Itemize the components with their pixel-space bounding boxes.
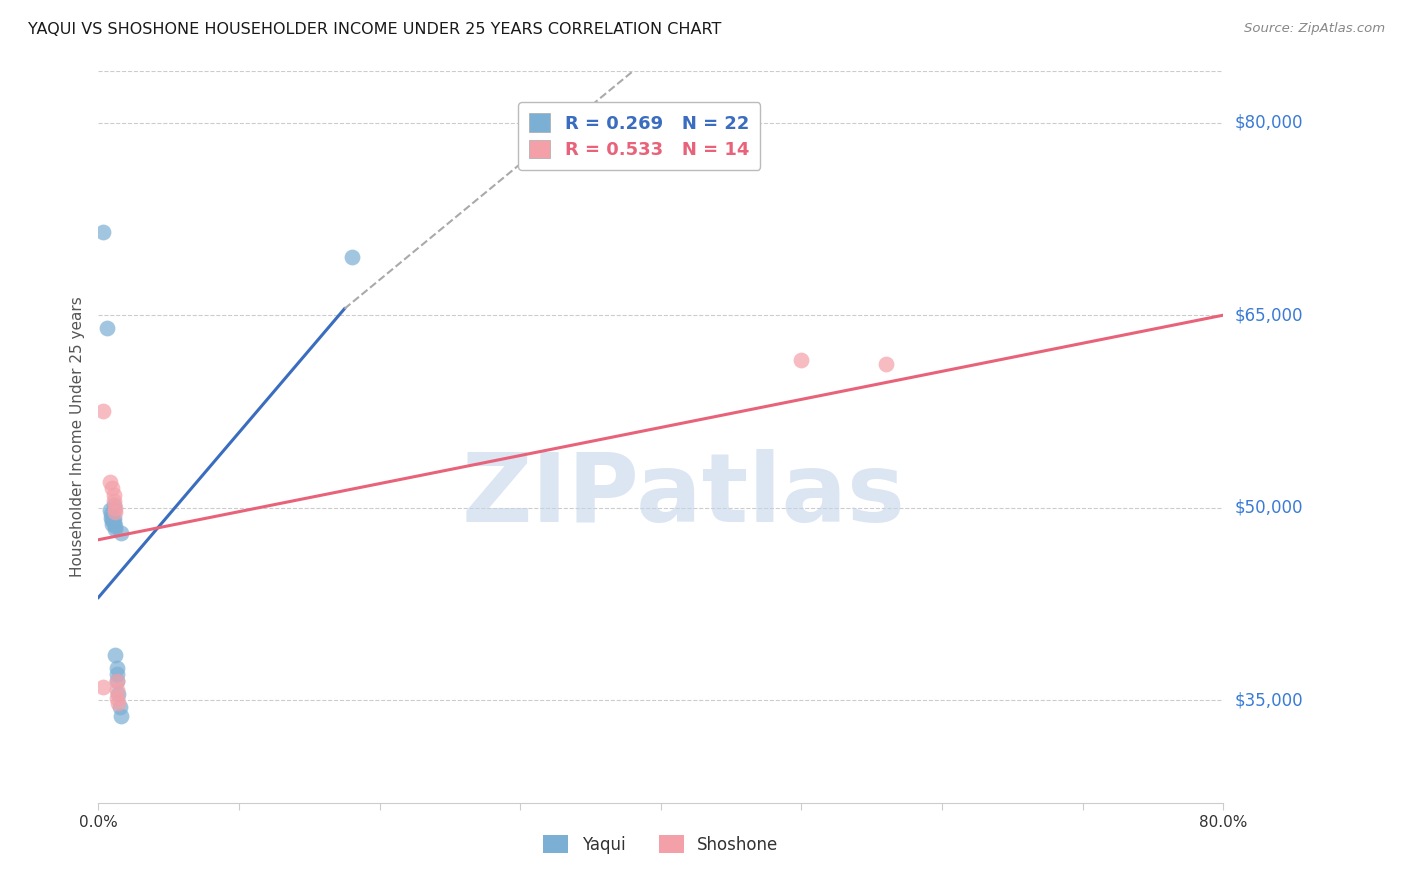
Point (104, 648, 127, 663)
Legend: Yaqui, Shoshone: Yaqui, Shoshone (537, 829, 785, 860)
Point (104, 523, 127, 537)
Point (104, 500, 127, 515)
Point (101, 482, 124, 496)
Point (98, 475, 121, 489)
Point (105, 682, 128, 697)
Point (103, 515, 125, 529)
Point (103, 503, 125, 517)
Point (105, 667, 128, 681)
Point (107, 687, 129, 701)
Point (96, 321, 118, 335)
Text: $65,000: $65,000 (1234, 306, 1303, 324)
Point (110, 708, 132, 723)
Point (790, 353, 813, 368)
Text: YAQUI VS SHOSHONE HOUSEHOLDER INCOME UNDER 25 YEARS CORRELATION CHART: YAQUI VS SHOSHONE HOUSEHOLDER INCOME UND… (28, 22, 721, 37)
Point (105, 661, 128, 675)
Point (100, 507, 122, 521)
Point (91, 404, 114, 418)
Text: $50,000: $50,000 (1234, 499, 1303, 516)
Text: ZIPatlas: ZIPatlas (461, 449, 905, 542)
Text: $35,000: $35,000 (1234, 691, 1303, 709)
Point (101, 517, 124, 532)
Point (103, 511, 125, 525)
Point (110, 526, 132, 541)
Text: $80,000: $80,000 (1234, 113, 1303, 132)
Point (104, 504, 127, 518)
Point (105, 690, 128, 705)
Point (105, 673, 128, 688)
Point (101, 514, 124, 528)
Y-axis label: Householder Income Under 25 years: Householder Income Under 25 years (69, 297, 84, 577)
Point (875, 357, 897, 371)
Point (103, 494, 125, 508)
Text: Source: ZipAtlas.com: Source: ZipAtlas.com (1244, 22, 1385, 36)
Point (103, 488, 125, 502)
Point (100, 511, 122, 525)
Point (104, 518, 127, 533)
Point (340, 251, 363, 265)
Point (107, 696, 129, 710)
Point (103, 498, 125, 512)
Point (108, 699, 131, 714)
Point (105, 673, 128, 688)
Point (91, 225, 114, 239)
Point (98, 503, 121, 517)
Point (91, 681, 114, 695)
